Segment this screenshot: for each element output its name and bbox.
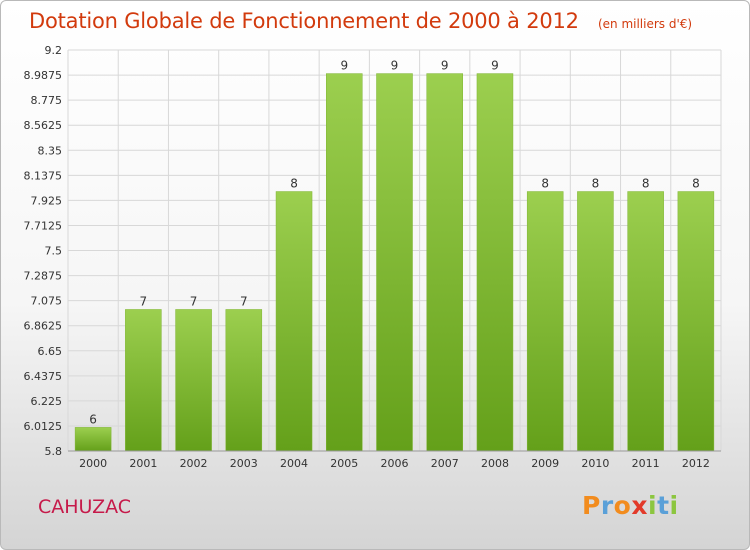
y-tick-label: 8.35 (38, 144, 63, 157)
bar-2012 (677, 191, 715, 452)
bar-2011 (627, 191, 664, 452)
logo-letter: r (600, 491, 614, 520)
y-tick-label: 7.5 (45, 245, 63, 258)
y-tick-label: 7.2875 (24, 270, 63, 283)
proxiti-logo: Proxiti (582, 491, 679, 520)
x-tick-label: 2010 (581, 457, 609, 470)
y-tick-label: 7.7125 (24, 219, 63, 232)
y-tick-label: 8.5625 (24, 119, 63, 132)
bar-2004 (275, 191, 313, 452)
y-tick-label: 6.0125 (24, 420, 63, 433)
bar-2010 (577, 191, 614, 452)
bar-2001 (125, 309, 162, 452)
logo-letter: i (648, 491, 658, 520)
x-tick-label: 2000 (79, 457, 107, 470)
logo-letter: P (582, 491, 601, 520)
y-tick-label: 6.65 (38, 345, 63, 358)
y-tick-label: 9.2 (45, 44, 63, 57)
bar-value-label: 9 (340, 59, 348, 73)
logo-letter: o (613, 491, 632, 520)
chart-subtitle: (en milliers d'€) (597, 17, 693, 31)
commune-name: CAHUZAC (38, 496, 132, 518)
bar-value-label: 8 (592, 177, 600, 191)
y-tick-label: 6.8625 (24, 320, 63, 333)
bar-value-label: 8 (290, 177, 298, 191)
bar-value-label: 9 (391, 59, 399, 73)
x-tick-label: 2004 (280, 457, 308, 470)
x-tick-label: 2008 (481, 457, 509, 470)
x-tick-label: 2009 (531, 457, 559, 470)
chart-title: Dotation Globale de Fonctionnement de 20… (29, 9, 579, 33)
bar-value-label: 9 (491, 59, 499, 73)
y-tick-label: 5.8 (45, 445, 63, 458)
y-tick-label: 6.225 (31, 395, 63, 408)
bar-2002 (175, 309, 212, 452)
bar-2008 (476, 73, 514, 452)
y-tick-label: 7.925 (31, 194, 63, 207)
logo-letter: t (657, 491, 670, 520)
bar-value-label: 6 (89, 412, 97, 426)
bar-2007 (426, 73, 463, 452)
bar-value-label: 8 (541, 177, 549, 191)
y-tick-label: 8.775 (31, 94, 63, 107)
x-tick-label: 2007 (431, 457, 459, 470)
labels-layer: 5.8 6.0125 6.225 6.4375 6.65 6.8625 7.075 7.287… (24, 44, 721, 470)
bar-2003 (225, 309, 263, 452)
bar-value-label: 8 (642, 177, 650, 191)
bar-2006 (376, 73, 413, 452)
y-tick-label: 8.1375 (24, 169, 63, 182)
bar-value-label: 8 (692, 177, 700, 191)
y-tick-label: 6.4375 (24, 370, 63, 383)
x-tick-label: 2001 (129, 457, 157, 470)
bar-value-label: 7 (240, 294, 248, 308)
y-tick-label: 8.9875 (24, 69, 63, 82)
bar-value-label: 7 (140, 294, 148, 308)
x-tick-label: 2012 (682, 457, 710, 470)
x-tick-label: 2006 (381, 457, 409, 470)
bar-value-label: 9 (441, 59, 449, 73)
logo-letter: i (669, 491, 679, 520)
bar-2005 (326, 73, 363, 452)
bars-layer (74, 73, 715, 452)
bar-2000 (74, 427, 112, 452)
bar-2009 (526, 191, 564, 452)
x-tick-label: 2005 (330, 457, 358, 470)
logo-letter: x (631, 491, 648, 520)
bar-value-label: 7 (190, 294, 198, 308)
x-tick-label: 2002 (180, 457, 208, 470)
y-tick-label: 7.075 (31, 295, 63, 308)
chart-title-line: Dotation Globale de Fonctionnement de 20… (29, 9, 692, 33)
x-tick-label: 2003 (230, 457, 258, 470)
x-tick-label: 2011 (632, 457, 660, 470)
